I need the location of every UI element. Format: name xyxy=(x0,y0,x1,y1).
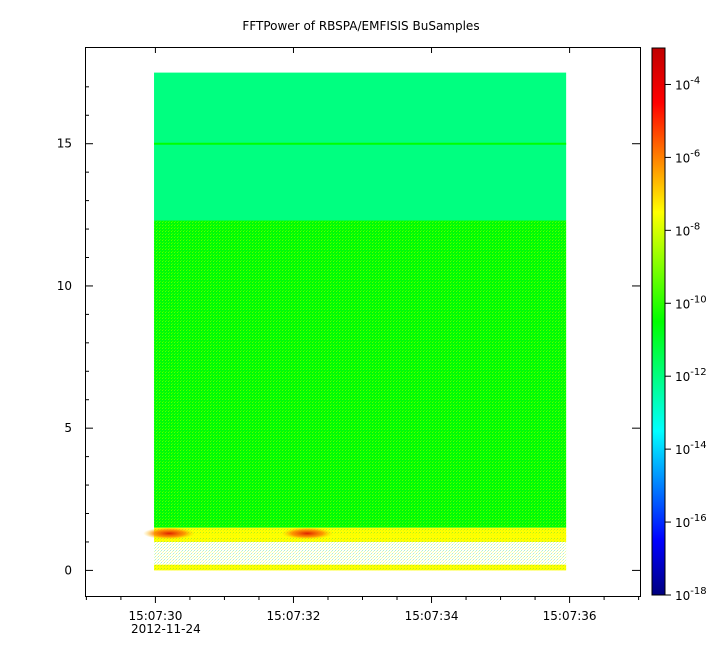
colorbar-tick-label: 10-16 xyxy=(675,513,707,530)
colorbar-tick-label: 10-4 xyxy=(675,75,700,92)
power-burst-1 xyxy=(281,527,334,540)
y-tick-label: 15 xyxy=(57,137,72,151)
colorbar-tick-label: 10-18 xyxy=(675,586,707,603)
colorbar xyxy=(651,47,666,596)
power-burst-0 xyxy=(143,527,196,540)
colorbar-tick-label: 10-14 xyxy=(675,440,707,457)
y-tick-label: 0 xyxy=(64,563,72,577)
colorbar-tick-label: 10-6 xyxy=(675,148,700,165)
chart-title: FFTPower of RBSPA/EMFISIS BuSamples xyxy=(242,19,479,33)
x-tick-label: 15:07:30 xyxy=(128,609,182,623)
x-tick-label: 15:07:34 xyxy=(405,609,459,623)
spectrogram-texture xyxy=(154,220,567,571)
y-tick-label: 10 xyxy=(57,279,72,293)
colorbar-tick-label: 10-8 xyxy=(675,221,700,238)
colorbar-tick-label: 10-12 xyxy=(675,367,707,384)
y-axis: 0 5 10 15 xyxy=(57,86,640,577)
spectrogram xyxy=(143,72,567,571)
y-tick-label: 5 xyxy=(64,421,72,435)
spectrogram-region-0 xyxy=(154,72,567,221)
colorbar-tick-label: 10-10 xyxy=(675,294,707,311)
x-tick-label: 15:07:36 xyxy=(543,609,597,623)
colorbar-ticks: 10-4 10-6 10-8 10-10 10-12 10-14 10-16 10-18 xyxy=(665,75,707,603)
x-axis: 15:07:30 15:07:32 15:07:34 15:07:36 xyxy=(85,47,640,623)
x-tick-label: 15:07:32 xyxy=(267,609,321,623)
x-date-label: 2012-11-24 xyxy=(131,622,201,636)
